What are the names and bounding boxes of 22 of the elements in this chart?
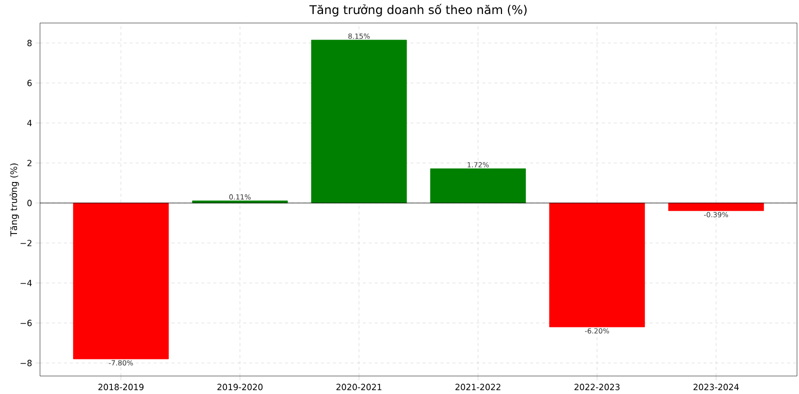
bar [668, 202, 764, 211]
x-tick-label: 2023-2024 [694, 384, 739, 390]
bar [73, 202, 169, 360]
y-tick-label: −6 [20, 320, 32, 326]
y-tick-label: 4 [27, 120, 32, 126]
chart-title: Tăng trưởng doanh số theo năm (%) [309, 4, 527, 17]
y-tick-label: 6 [27, 80, 32, 86]
bar [430, 168, 526, 204]
x-tick-label: 2020-2021 [336, 384, 382, 390]
y-tick-label: −2 [20, 240, 32, 246]
bar [549, 202, 645, 328]
y-tick-label: 0 [27, 200, 32, 206]
y-tick-label: 8 [27, 40, 32, 46]
y-axis-title: Tăng trưởng (%) [10, 163, 19, 236]
x-tick-label: 2018-2019 [98, 384, 144, 390]
y-tick-label: −4 [20, 280, 32, 286]
bar [311, 40, 407, 204]
x-tick-label: 2021-2022 [455, 384, 500, 390]
x-tick-label: 2019-2020 [217, 384, 263, 390]
x-tick-label: 2022-2023 [574, 384, 620, 390]
y-tick-label: 2 [27, 160, 32, 166]
y-tick-label: −8 [20, 360, 32, 366]
